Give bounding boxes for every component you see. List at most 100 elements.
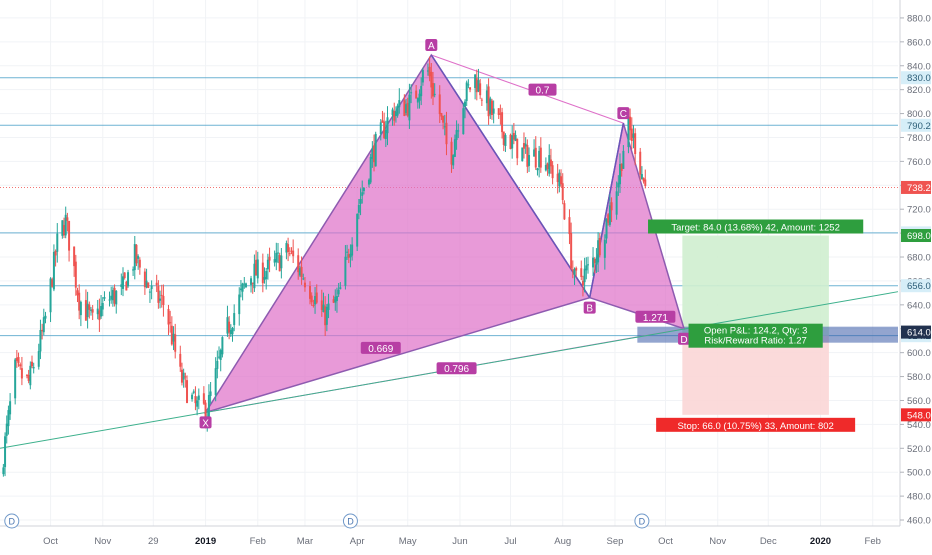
time-tick-label: Aug	[554, 536, 571, 547]
candle-body	[174, 334, 177, 352]
candle-body	[327, 303, 330, 310]
candle-body	[442, 115, 445, 123]
price-tick-label: 460.0	[907, 516, 931, 527]
candle-body	[573, 269, 576, 275]
event-marker-label: D	[639, 517, 646, 527]
candle-body	[361, 192, 364, 196]
candle-body	[394, 111, 397, 117]
price-tick-label: 780.0	[907, 133, 931, 144]
price-tick-label: 760.0	[907, 157, 931, 168]
candle-body	[250, 278, 253, 285]
event-marker-label: D	[347, 517, 354, 527]
candle-body	[431, 82, 434, 97]
candle-body	[89, 309, 92, 311]
loss-zone	[682, 335, 829, 415]
candle-body	[346, 251, 349, 253]
time-tick-label: 29	[148, 536, 159, 547]
candle-body	[29, 365, 32, 386]
candle-body	[585, 265, 588, 271]
candle-body	[539, 147, 542, 168]
candle-body	[586, 264, 589, 266]
candle-body	[184, 376, 187, 378]
candle-body	[113, 287, 116, 304]
candle-body	[160, 294, 163, 296]
candle-body	[485, 90, 488, 104]
ratio-label: 0.669	[368, 344, 393, 355]
candle-body	[39, 330, 42, 352]
candle-body	[325, 306, 328, 325]
price-tick-label: 540.0	[907, 420, 931, 431]
candle-body	[17, 357, 20, 363]
price-axis-bg	[900, 0, 932, 550]
candle-body	[462, 108, 465, 135]
candle-body	[202, 393, 205, 404]
candle-body	[479, 83, 482, 96]
candle-body	[344, 256, 347, 286]
candle-body	[150, 285, 153, 290]
candle-body	[593, 258, 596, 264]
candle-body	[430, 71, 433, 88]
candle-body	[560, 176, 563, 185]
candle-body	[310, 295, 313, 303]
candle-body	[41, 329, 44, 332]
candle-body	[452, 155, 455, 166]
pattern-ac-ratio-line	[431, 54, 624, 124]
point-label-d: D	[680, 335, 687, 346]
price-tick-label: 720.0	[907, 205, 931, 216]
candle-body	[276, 252, 279, 254]
candle-body	[243, 283, 246, 285]
candle-body	[157, 286, 160, 303]
candle-body	[172, 333, 175, 342]
candle-body	[337, 289, 340, 295]
candle-body	[477, 80, 480, 92]
candle-body	[121, 276, 124, 289]
price-tick-label: 860.0	[907, 37, 931, 48]
candle-body	[396, 105, 399, 116]
candle-body	[266, 259, 269, 270]
stop-badge-bg	[901, 408, 931, 422]
candle-body	[410, 92, 413, 94]
candle-body	[457, 130, 460, 132]
point-label-a: A	[428, 41, 435, 52]
pattern-labels: X A B C D 0.7 0.669 0.796 1.271 Target: 84.0 (13.…	[199, 38, 864, 432]
candle-body	[561, 183, 564, 201]
candle-body	[244, 283, 247, 288]
candle-body	[349, 253, 352, 258]
candle-body	[192, 391, 195, 393]
candle-body	[373, 145, 376, 163]
candle-body	[551, 165, 554, 179]
candle-body	[415, 90, 418, 99]
candle-body	[194, 395, 197, 404]
candle-body	[563, 203, 566, 220]
candle-body	[314, 296, 317, 305]
candle-body	[514, 134, 517, 141]
candle-body	[179, 353, 182, 367]
level-badge: 738.2	[907, 183, 931, 194]
time-tick-label: Sep	[607, 536, 624, 547]
candle-body	[416, 98, 419, 103]
candle-body	[467, 84, 470, 86]
time-tick-label: Apr	[350, 536, 365, 547]
candle-body	[197, 395, 200, 400]
candle-body	[229, 329, 232, 335]
time-tick-label: Feb	[250, 536, 266, 547]
candle-body	[86, 303, 89, 318]
candle-body	[241, 283, 244, 292]
price-tick-label: 640.0	[907, 300, 931, 311]
time-tick-label: May	[399, 536, 417, 547]
ratio-label: 0.796	[444, 364, 469, 375]
candle-body	[32, 367, 35, 369]
candle-body	[31, 361, 34, 367]
candle-body	[125, 281, 128, 291]
price-tick-label: 880.0	[907, 13, 931, 24]
candle-body	[379, 122, 382, 135]
time-tick-label: Nov	[709, 536, 726, 547]
candle-body	[138, 259, 141, 268]
candle-body	[320, 300, 323, 310]
candle-body	[534, 147, 537, 168]
candle-body	[221, 337, 224, 355]
candle-body	[627, 117, 630, 148]
candle-body	[2, 467, 5, 475]
